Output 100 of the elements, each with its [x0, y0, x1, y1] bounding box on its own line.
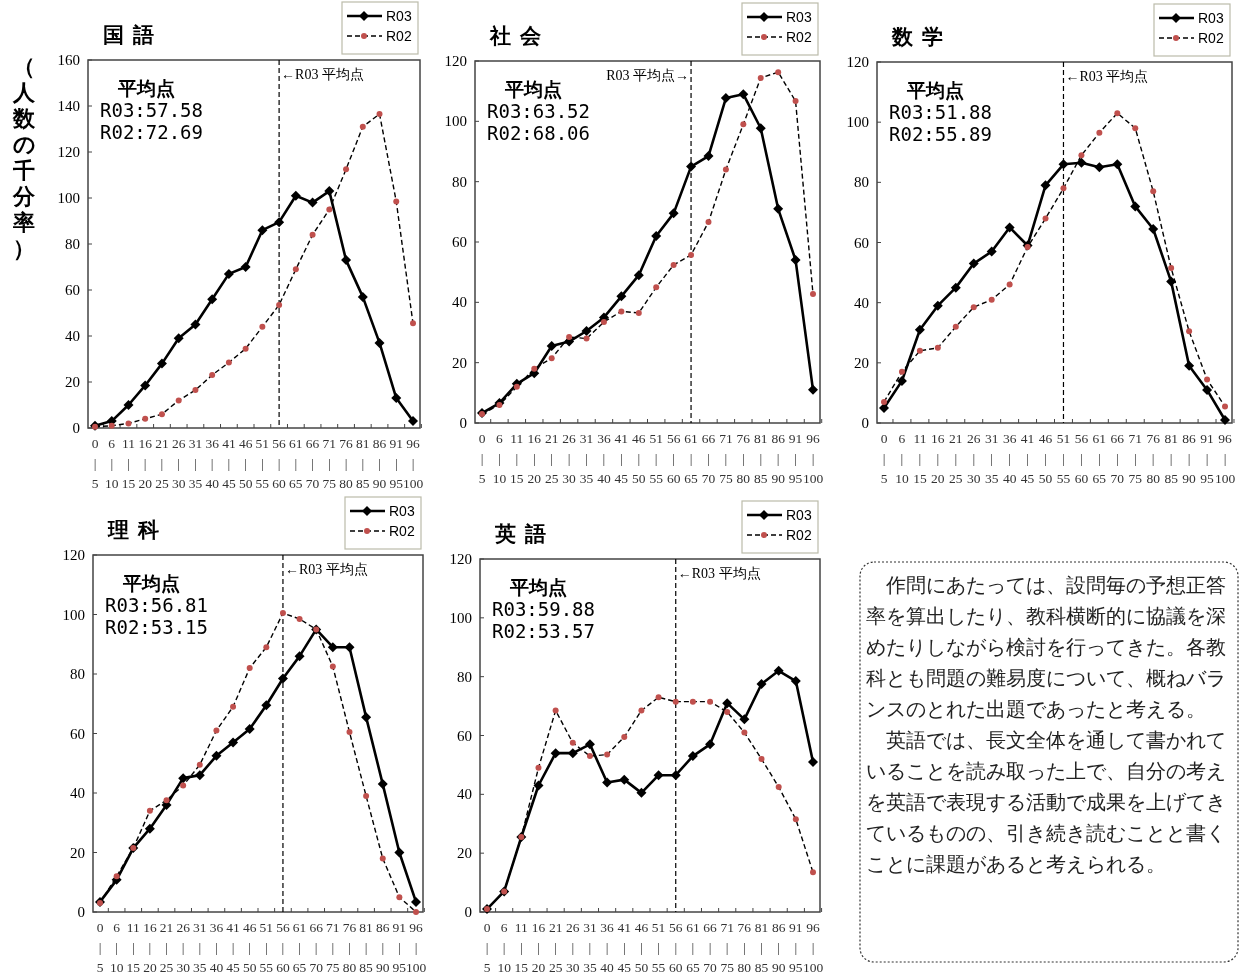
x-tick-label: 26 | 30 [966, 431, 981, 486]
x-tick-label: 0 | 5 [91, 436, 99, 491]
y-tick-label: 0 [464, 904, 472, 920]
annotation: R03:59.88 [492, 598, 595, 620]
annotation: R03:57.58 [100, 99, 203, 121]
y-tick-label: 80 [457, 668, 472, 685]
y-tick-label: 40 [65, 328, 80, 344]
y-tick-label: 100 [449, 609, 472, 626]
x-tick-label: 56 | 60 [1074, 431, 1089, 486]
y-tick-label: 40 [70, 785, 85, 801]
y-tick-label: 60 [70, 725, 85, 742]
x-tick-label: 46 | 50 [634, 920, 649, 975]
x-tick-label: 6 | 10 [104, 436, 119, 491]
x-tick-label: 31 | 35 [579, 431, 594, 486]
annotation: R02:72.69 [100, 121, 203, 143]
legend-label: R02 [1198, 30, 1224, 46]
x-tick-label: 16 | 20 [531, 920, 546, 975]
x-tick-label: 51 | 55 [1056, 431, 1071, 486]
y-tick-label: 40 [854, 294, 869, 311]
x-tick-label: 41 | 45 [226, 920, 241, 975]
y-tick-label: 120 [62, 547, 85, 563]
annotation: 平均点 [122, 573, 180, 594]
y-tick-label: 100 [62, 606, 85, 623]
x-tick-label: 16 | 20 [931, 431, 945, 486]
legend-label: R03 [786, 9, 812, 25]
legend-label: R03 [389, 503, 415, 519]
x-tick-label: 66 | 70 [305, 436, 320, 491]
x-tick-label: 96 | 100 [802, 920, 824, 975]
x-tick-label: 86 | 90 [375, 920, 390, 975]
annotation: R02:68.06 [487, 122, 590, 144]
x-tick-label: 76 | 80 [342, 920, 357, 975]
x-tick-label: 71 | 75 [326, 920, 340, 975]
x-tick-label: 31 | 35 [188, 436, 203, 491]
x-tick-label: 0 | 5 [880, 431, 888, 486]
annotation: R03:63.52 [487, 100, 590, 122]
y-tick-label: 120 [57, 144, 80, 160]
chart-title: 社 会 [489, 24, 544, 48]
x-tick-label: 81 | 85 [753, 431, 768, 486]
chart-title: 理 科 [107, 518, 162, 542]
y-tick-label: 120 [449, 551, 472, 567]
legend-label: R02 [386, 28, 412, 44]
x-tick-label: 41 | 45 [1020, 431, 1035, 486]
x-tick-label: 36 | 40 [209, 920, 224, 975]
x-tick-label: 46 | 50 [1038, 431, 1053, 486]
x-tick-label: 36 | 40 [597, 431, 611, 486]
x-tick-label: 66 | 70 [1110, 431, 1125, 486]
x-tick-label: 81 | 85 [1164, 431, 1179, 486]
y-tick-label: 60 [457, 727, 472, 744]
x-tick-label: 66 | 70 [703, 920, 718, 975]
x-tick-label: 0 | 5 [478, 431, 486, 486]
y-tick-label: 100 [846, 114, 869, 131]
x-tick-label: 6 | 10 [497, 920, 512, 975]
x-tick-label: 61 | 65 [686, 920, 700, 975]
annotation: R02:53.57 [492, 620, 595, 642]
y-axis-title: （人数の千分率） [12, 54, 36, 261]
y-tick-label: 60 [854, 234, 869, 251]
x-tick-label: 21 | 25 [548, 920, 563, 975]
ref-line-label: ←R03 平均点 [1065, 69, 1149, 84]
legend-label: R02 [389, 523, 415, 539]
x-tick-label: 41 | 45 [617, 920, 632, 975]
x-tick-label: 81 | 85 [359, 920, 374, 975]
x-tick-label: 6 | 10 [492, 431, 507, 486]
x-tick-label: 11 | 15 [510, 431, 524, 486]
x-tick-label: 16 | 20 [138, 436, 153, 491]
x-tick-label: 11 | 15 [913, 431, 927, 486]
x-tick-label: 56 | 60 [276, 920, 290, 975]
x-tick-label: 56 | 60 [668, 920, 683, 975]
x-tick-label: 86 | 90 [771, 431, 786, 486]
y-tick-label: 0 [459, 415, 467, 431]
x-tick-label: 91 | 95 [788, 431, 803, 486]
x-tick-label: 71 | 75 [1128, 431, 1143, 486]
y-tick-label: 20 [65, 374, 80, 390]
y-tick-label: 0 [72, 420, 80, 436]
text: 作問にあたっては、設問毎の予想正答率を算出したり、教科横断的に協議を深めたりしながら検討を行ってきた。各教科とも問題の難易度について、概ねバランスのとれた出題であったと考える。 [866, 573, 1227, 722]
ref-line-label: ←R03 平均点 [284, 562, 368, 577]
x-tick-label: 76 | 80 [736, 431, 751, 486]
x-tick-label: 16 | 20 [143, 920, 157, 975]
x-tick-label: 61 | 65 [684, 431, 699, 486]
x-tick-label: 51 | 55 [649, 431, 664, 486]
legend-label: R03 [786, 507, 812, 523]
x-tick-label: 96 | 100 [1214, 431, 1236, 486]
ref-line-label: ←R03 平均点 [677, 566, 761, 581]
annotation: R03:51.88 [889, 101, 992, 123]
x-tick-label: 66 | 70 [309, 920, 324, 975]
annotation: 平均点 [117, 78, 175, 99]
x-tick-label: 26 | 30 [566, 920, 580, 975]
chart-title: 国 語 [103, 23, 157, 47]
annotation: 平均点 [504, 79, 562, 100]
x-tick-label: 11 | 15 [121, 436, 136, 491]
y-tick-label: 0 [861, 415, 869, 431]
x-tick-label: 71 | 75 [720, 920, 735, 975]
x-tick-label: 51 | 55 [651, 920, 666, 975]
y-tick-label: 60 [452, 234, 467, 250]
x-tick-label: 56 | 60 [666, 431, 681, 486]
y-tick-label: 120 [444, 53, 467, 69]
x-tick-label: 26 | 30 [171, 436, 186, 491]
y-tick-label: 140 [57, 98, 80, 114]
x-tick-label: 0 | 5 [96, 920, 104, 975]
x-tick-label: 51 | 55 [259, 920, 274, 975]
x-tick-label: 46 | 50 [238, 436, 253, 491]
